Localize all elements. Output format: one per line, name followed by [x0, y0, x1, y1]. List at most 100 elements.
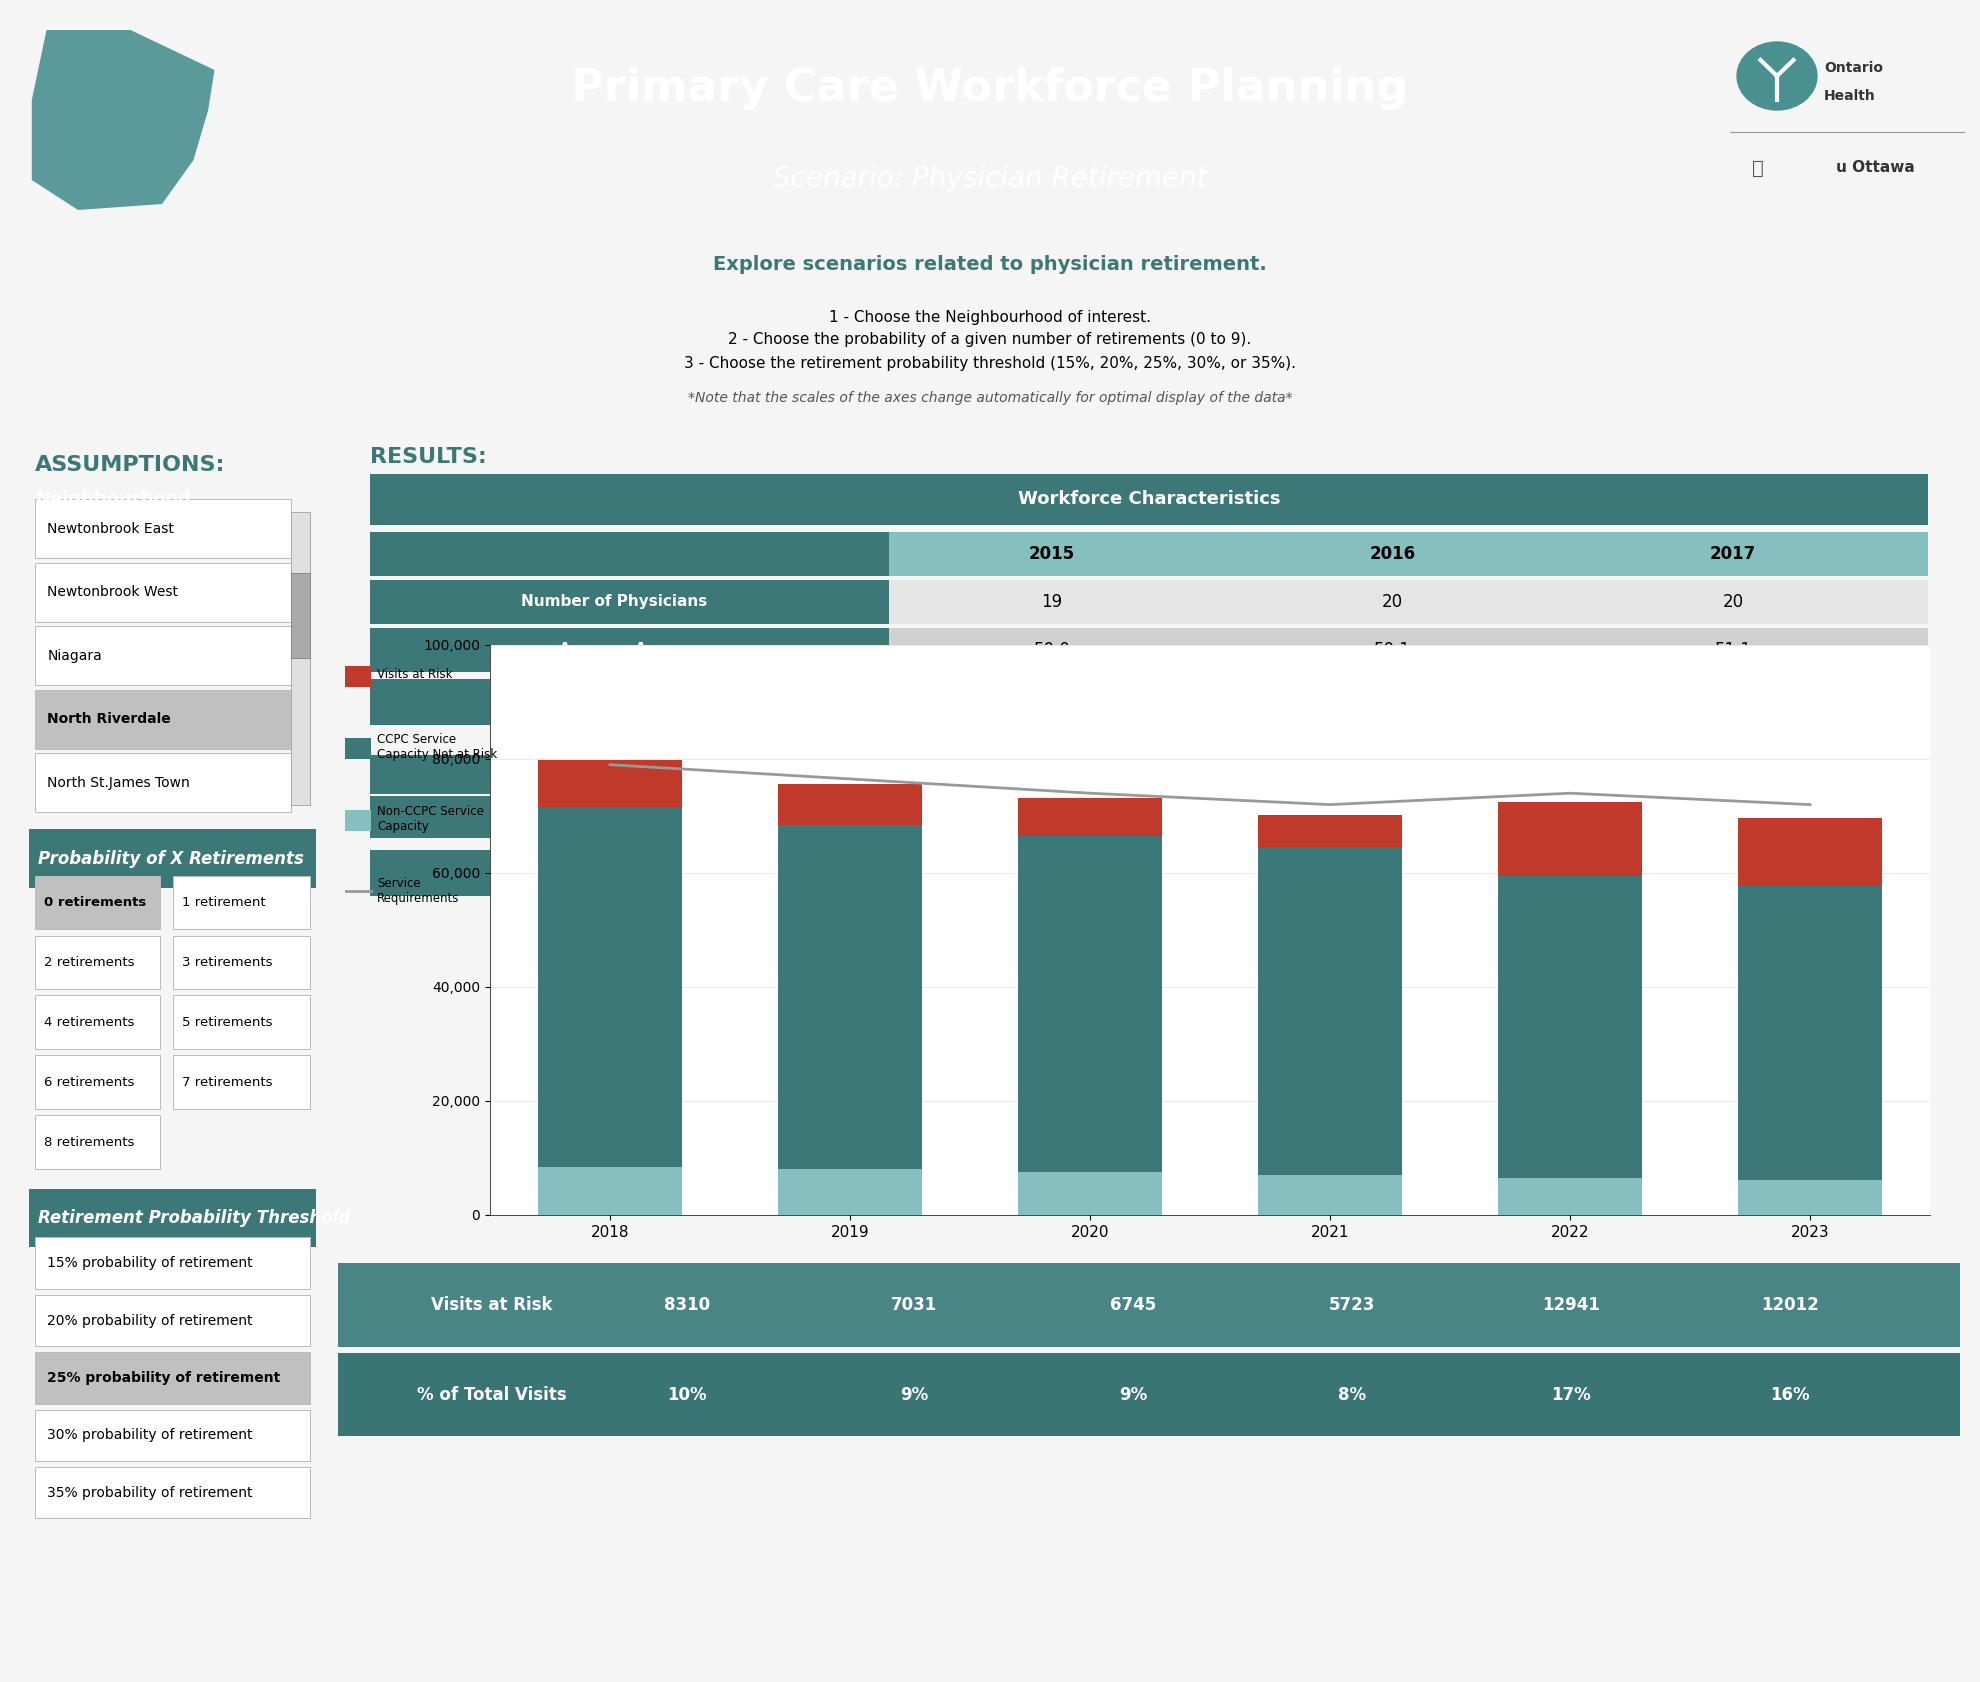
- Text: 25% probability of retirement: 25% probability of retirement: [1164, 900, 1422, 915]
- Text: North Riverdale: North Riverdale: [48, 711, 170, 727]
- Text: Ontario: Ontario: [1824, 61, 1883, 76]
- Text: 20: 20: [1723, 594, 1744, 611]
- Text: Average Age: Average Age: [560, 643, 667, 658]
- Text: 3 retirements: 3 retirements: [182, 955, 271, 969]
- Bar: [1738, 817, 1883, 886]
- Text: Service Capacity at Risk: Service Capacity at Risk: [1028, 865, 1271, 883]
- FancyBboxPatch shape: [370, 796, 727, 838]
- FancyBboxPatch shape: [339, 1263, 1960, 1347]
- FancyBboxPatch shape: [339, 1352, 1960, 1436]
- Text: Primary Care Workforce Planning: Primary Care Workforce Planning: [572, 67, 1408, 109]
- FancyBboxPatch shape: [36, 1295, 309, 1346]
- Text: 2016: 2016: [1370, 545, 1416, 563]
- FancyBboxPatch shape: [36, 1410, 309, 1462]
- Bar: [539, 807, 681, 1167]
- Text: 16%: 16%: [1770, 1386, 1810, 1403]
- FancyBboxPatch shape: [370, 849, 1929, 897]
- Text: 25%: 25%: [804, 807, 845, 826]
- FancyBboxPatch shape: [36, 754, 291, 812]
- FancyBboxPatch shape: [30, 829, 317, 888]
- Bar: [1257, 814, 1402, 848]
- Bar: [1738, 886, 1883, 1179]
- Bar: [778, 784, 923, 824]
- Text: Probability of X Retirements: Probability of X Retirements: [38, 849, 305, 868]
- FancyBboxPatch shape: [370, 680, 1929, 725]
- Bar: [778, 824, 923, 1169]
- FancyBboxPatch shape: [172, 1055, 309, 1108]
- Bar: [778, 1169, 923, 1214]
- Text: 12941: 12941: [1542, 1297, 1600, 1314]
- Text: 12012: 12012: [1760, 1297, 1818, 1314]
- Text: North St.James Town: North St.James Town: [48, 775, 190, 791]
- Text: 3 - Choose the retirement probability threshold (15%, 20%, 25%, 30%, or 35%).: 3 - Choose the retirement probability th…: [683, 357, 1297, 372]
- Text: 7031: 7031: [891, 1297, 937, 1314]
- FancyBboxPatch shape: [370, 627, 1929, 671]
- Text: 9%: 9%: [899, 1386, 929, 1403]
- Text: Number of Physicians: Number of Physicians: [521, 594, 707, 609]
- FancyBboxPatch shape: [36, 876, 160, 930]
- FancyBboxPatch shape: [36, 690, 291, 748]
- Text: 20: 20: [1382, 594, 1404, 611]
- Text: 8310: 8310: [663, 1297, 709, 1314]
- Text: 15% probability of retirement: 15% probability of retirement: [48, 1256, 253, 1270]
- Text: Niagara: Niagara: [48, 649, 103, 663]
- Bar: [1018, 836, 1162, 1172]
- Text: 2020: 2020: [1226, 767, 1267, 782]
- FancyBboxPatch shape: [36, 563, 291, 622]
- FancyBboxPatch shape: [370, 796, 1929, 838]
- Bar: [1499, 876, 1641, 1177]
- FancyBboxPatch shape: [370, 580, 889, 624]
- FancyBboxPatch shape: [370, 532, 889, 577]
- Text: 2015: 2015: [1030, 545, 1075, 563]
- FancyBboxPatch shape: [36, 1238, 309, 1288]
- Text: 2023: 2023: [1826, 767, 1867, 782]
- FancyBboxPatch shape: [36, 1352, 309, 1403]
- FancyBboxPatch shape: [172, 935, 309, 989]
- Text: % of Total Visits: % of Total Visits: [418, 1386, 566, 1403]
- Text: 35% probability of retirement: 35% probability of retirement: [48, 1485, 253, 1500]
- FancyBboxPatch shape: [30, 1189, 317, 1246]
- FancyBboxPatch shape: [36, 626, 291, 685]
- FancyBboxPatch shape: [889, 532, 1929, 577]
- Text: 2019: 2019: [1014, 767, 1057, 782]
- Bar: [1738, 1179, 1883, 1214]
- FancyBboxPatch shape: [36, 1115, 160, 1169]
- Bar: [1257, 1176, 1402, 1214]
- Text: threshold is:: threshold is:: [1685, 900, 1778, 915]
- Text: ASSUMPTIONS:: ASSUMPTIONS:: [36, 456, 226, 474]
- FancyBboxPatch shape: [345, 738, 370, 759]
- Text: Probability: Probability: [501, 809, 596, 824]
- Text: Retirement Probability Threshold: Retirement Probability Threshold: [38, 1209, 350, 1226]
- Text: 0 retirements: 0 retirements: [1164, 730, 1283, 745]
- Text: 6 retirements: 6 retirements: [44, 1076, 135, 1088]
- Text: 30% probability of retirement: 30% probability of retirement: [48, 1428, 253, 1443]
- Text: Workforce Characteristics: Workforce Characteristics: [1018, 491, 1281, 508]
- FancyBboxPatch shape: [727, 755, 1929, 794]
- Text: 1 retirement: 1 retirement: [182, 897, 265, 908]
- Text: 51.1: 51.1: [1715, 641, 1752, 659]
- Text: 8%: 8%: [1338, 1386, 1366, 1403]
- Text: Explore scenarios related to physician retirement.: Explore scenarios related to physician r…: [713, 254, 1267, 274]
- Text: 20% probability of retirement: 20% probability of retirement: [48, 1314, 253, 1327]
- FancyBboxPatch shape: [370, 755, 727, 794]
- Text: 🏛: 🏛: [1752, 158, 1764, 178]
- Text: The number of visits at risk with a: The number of visits at risk with a: [883, 900, 1148, 915]
- Text: u Ottawa: u Ottawa: [1835, 160, 1915, 175]
- Text: 2 retirements: 2 retirements: [44, 955, 135, 969]
- FancyBboxPatch shape: [36, 1055, 160, 1108]
- Text: 17%: 17%: [1647, 807, 1687, 826]
- Text: 1 - Choose the Neighbourhood of interest.: 1 - Choose the Neighbourhood of interest…: [830, 309, 1150, 325]
- Text: 15%: 15%: [1828, 807, 1867, 826]
- Text: Scenario: Physician Retirement: Scenario: Physician Retirement: [772, 165, 1208, 193]
- Text: 10%: 10%: [667, 1386, 707, 1403]
- Bar: [1499, 802, 1641, 876]
- Text: 17%: 17%: [1550, 1386, 1590, 1403]
- Text: 21%: 21%: [1016, 807, 1055, 826]
- Text: 25% probability of retirement: 25% probability of retirement: [48, 1371, 281, 1384]
- Text: Newtonbrook East: Newtonbrook East: [48, 521, 174, 535]
- Bar: [1257, 848, 1402, 1176]
- Text: The probability of: The probability of: [1010, 730, 1148, 745]
- FancyBboxPatch shape: [36, 500, 291, 558]
- Text: 8 retirements: 8 retirements: [44, 1135, 135, 1149]
- FancyBboxPatch shape: [370, 580, 1929, 624]
